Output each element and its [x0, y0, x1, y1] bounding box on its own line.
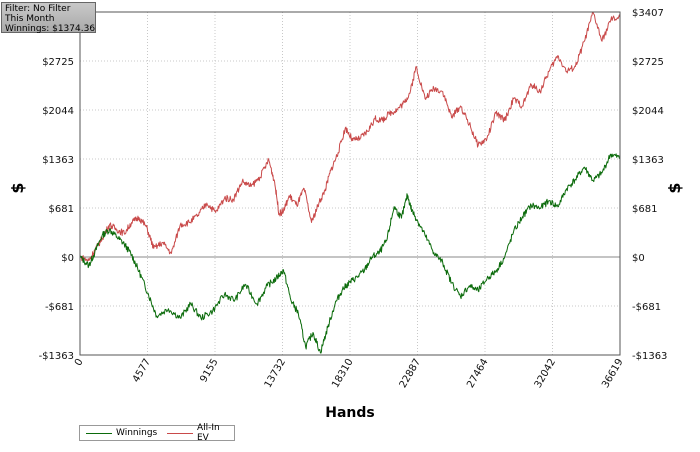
y-tick-label-right: $3407: [632, 8, 664, 19]
y-tick-label-left: -$1363: [39, 351, 74, 362]
x-tick-label: 32042: [533, 357, 558, 390]
x-tick-label: 36619: [600, 357, 625, 390]
filter-line: Filter: No Filter: [5, 4, 71, 14]
plot-border: [79, 11, 621, 356]
x-tick-label: 27464: [465, 357, 490, 390]
y-tick-label-right: -$1363: [632, 351, 667, 362]
x-axis-title: Hands: [325, 405, 375, 421]
plot-frame: [79, 11, 621, 356]
series-line-all-in-ev: [79, 11, 621, 263]
legend-swatch-winnings: [86, 432, 112, 434]
gridlines: [79, 11, 621, 356]
y-axis-title-right: $: [665, 182, 684, 193]
x-tick-label: 4577: [131, 357, 153, 385]
legend-swatch-all-in-ev: [167, 432, 193, 434]
filter-info-box: Filter: No Filter This Month Winnings: $…: [1, 2, 96, 34]
x-tick-labels: 0 4577 9155 13732 18310 22887 27464 32042 36619: [73, 357, 626, 390]
series-lines: [79, 11, 621, 354]
y-tick-labels-right: $3407 $2725 $2044 $1363 $681 $0 -$681 -$1363: [632, 8, 667, 362]
y-tick-label-right: $681: [632, 204, 657, 215]
legend-label-winnings: Winnings: [116, 428, 158, 438]
x-tick-label: 9155: [198, 357, 220, 385]
y-tick-label-left: $2044: [42, 106, 74, 117]
y-tick-label-right: $2044: [632, 106, 664, 117]
series-line-winnings: [79, 153, 621, 354]
winnings-line: Winnings: $1374.36: [5, 24, 96, 34]
x-tick-label: 18310: [330, 357, 355, 390]
x-tick-label: 0: [73, 357, 86, 368]
y-tick-label-left: $0: [61, 253, 74, 264]
x-tick-label: 22887: [398, 357, 423, 390]
y-tick-label-right: $2725: [632, 57, 664, 68]
y-tick-label-right: -$681: [632, 302, 661, 313]
y-tick-labels-left: $3407$2725$2044$1363$681$0-$681-$1363: [39, 8, 74, 362]
y-tick-label-right: $0: [632, 253, 645, 264]
legend: Winnings All-In EV: [79, 423, 235, 443]
period-line: This Month: [5, 14, 55, 24]
y-tick-label-right: $1363: [632, 155, 664, 166]
y-tick-label-left: $1363: [42, 155, 74, 166]
legend-label-all-in-ev: All-In EV: [196, 423, 220, 443]
x-tick-label: 13732: [263, 357, 288, 390]
legend-item-all-in-ev: All-In EV: [167, 423, 234, 443]
y-axis-title-left: $: [8, 182, 27, 193]
legend-item-winnings: Winnings: [86, 428, 157, 438]
y-tick-label-left: $681: [49, 204, 74, 215]
y-tick-label-left: $2725: [42, 57, 74, 68]
y-tick-label-left: -$681: [45, 302, 74, 313]
